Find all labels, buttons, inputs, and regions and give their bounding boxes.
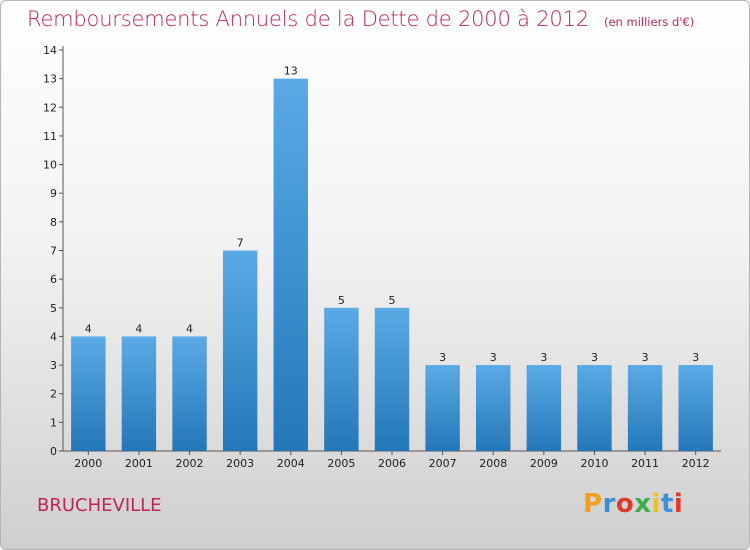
y-tick-label: 7 — [50, 245, 57, 258]
y-tick-label: 1 — [50, 416, 57, 429]
x-tick-label: 2011 — [631, 457, 659, 470]
x-tick-label: 2002 — [176, 457, 204, 470]
bar — [526, 365, 562, 451]
bar — [425, 365, 460, 451]
bar-value-label: 3 — [439, 351, 446, 364]
y-tick-label: 14 — [43, 44, 57, 57]
y-tick-label: 0 — [50, 445, 57, 458]
y-tick-label: 2 — [50, 388, 57, 401]
x-tick-label: 2004 — [277, 457, 305, 470]
bar — [273, 78, 308, 452]
bar-value-label: 3 — [591, 351, 598, 364]
bar-value-label: 4 — [135, 322, 142, 335]
x-tick-label: 2007 — [429, 457, 457, 470]
y-tick-label: 8 — [50, 216, 57, 229]
logo-letter: o — [615, 489, 635, 519]
bar — [324, 307, 359, 451]
logo-letter: t — [660, 489, 674, 519]
x-tick-label: 2003 — [226, 457, 254, 470]
y-tick-label: 13 — [43, 73, 57, 86]
bar — [121, 336, 157, 451]
bar-value-label: 3 — [692, 351, 699, 364]
x-tick-label: 2006 — [378, 457, 406, 470]
chart-title: Remboursements Annuels de la Dette de 20… — [27, 7, 589, 31]
y-tick-label: 11 — [43, 130, 57, 143]
chart-unit: (en milliers d'€) — [604, 15, 695, 29]
x-tick-label: 2008 — [479, 457, 507, 470]
bar-value-label: 5 — [338, 294, 345, 307]
bar — [172, 336, 207, 451]
bar-value-label: 3 — [490, 351, 497, 364]
y-tick-label: 3 — [50, 359, 57, 372]
y-tick-label: 6 — [50, 273, 57, 286]
logo-letter: P — [583, 489, 603, 519]
x-tick-label: 2010 — [580, 457, 608, 470]
bar-value-label: 13 — [284, 65, 298, 78]
bar — [222, 250, 258, 451]
y-tick-label: 10 — [43, 159, 57, 172]
commune-name: BRUCHEVILLE — [37, 495, 162, 516]
y-tick-label: 5 — [50, 302, 57, 315]
chart-title-row: Remboursements Annuels de la Dette de 20… — [27, 7, 694, 31]
x-tick-label: 2012 — [682, 457, 710, 470]
bar — [577, 365, 612, 451]
x-tick-label: 2005 — [327, 457, 355, 470]
bar-value-label: 4 — [85, 322, 92, 335]
bar — [71, 336, 106, 451]
bar-value-label: 3 — [642, 351, 649, 364]
bar-value-label: 7 — [237, 237, 244, 250]
bar — [374, 307, 410, 451]
bar-value-label: 5 — [389, 294, 396, 307]
x-tick-label: 2000 — [74, 457, 102, 470]
logo-letter: i — [651, 489, 661, 519]
x-tick-label: 2001 — [125, 457, 153, 470]
logo-letter: x — [634, 489, 652, 519]
bar — [476, 365, 511, 451]
logo-letter: i — [673, 489, 684, 519]
x-tick-label: 2009 — [530, 457, 558, 470]
bar — [678, 365, 713, 451]
bar-value-label: 4 — [186, 322, 193, 335]
y-tick-label: 4 — [50, 330, 57, 343]
proxiti-logo[interactable]: Proxiti — [583, 489, 683, 519]
y-tick-label: 12 — [43, 101, 57, 114]
y-tick-label: 9 — [50, 187, 57, 200]
bar-value-label: 3 — [540, 351, 547, 364]
bar — [627, 365, 663, 451]
logo-letter: r — [602, 489, 616, 519]
